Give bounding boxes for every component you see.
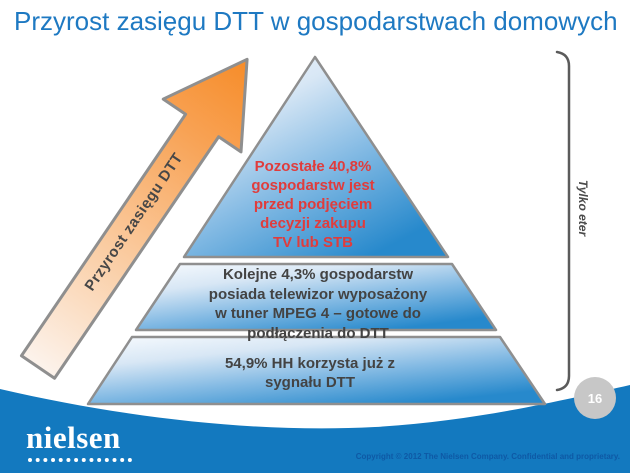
text-line: sygnału DTT bbox=[264, 374, 355, 391]
page-number: 16 bbox=[587, 390, 603, 406]
page-number-badge: 16 bbox=[574, 377, 616, 419]
text-line: w tuner MPEG 4 – gotowe do bbox=[215, 305, 421, 322]
text-line: decyzji zakupu bbox=[260, 215, 366, 232]
text-line: Pozostałe 40,8% bbox=[254, 158, 372, 175]
text-line: Kolejne 4,3% gospodarstw bbox=[222, 266, 414, 283]
pyramid-level-bottom-text: 54,9% HH korzysta już z sygnału DTT bbox=[160, 354, 460, 392]
text-line: podłączenia do DTT bbox=[247, 324, 389, 342]
text-line: przed podjęciem bbox=[253, 196, 373, 213]
growth-arrow-shape bbox=[19, 57, 249, 380]
text-line: TV lub STB bbox=[273, 234, 353, 251]
pyramid-level-middle-text: Kolejne 4,3% gospodarstw posiada telewiz… bbox=[146, 265, 490, 343]
text-line: 54,9% HH korzysta już z bbox=[224, 355, 396, 372]
bracket-label: Tylko eter bbox=[576, 179, 590, 237]
nielsen-logo: nielsen bbox=[26, 420, 121, 455]
footer-wave bbox=[0, 385, 630, 473]
copyright-text: Copyright © 2012 The Nielsen Company. Co… bbox=[355, 452, 620, 461]
pyramid-level-top-shape bbox=[182, 55, 450, 259]
pyramid-level-bottom-shape bbox=[86, 335, 547, 406]
text-line: gospodarstw jest bbox=[251, 177, 375, 194]
text-line: posiada telewizor wyposażony bbox=[208, 285, 428, 303]
slide-title: Przyrost zasięgu DTT w gospodarstwach do… bbox=[14, 6, 618, 36]
pyramid-level-middle-shape bbox=[134, 262, 498, 332]
bracket-shape bbox=[555, 50, 571, 392]
logo-dotted-underline bbox=[28, 458, 132, 462]
pyramid-level-top-text: Pozostałe 40,8% gospodarstw jest przed p… bbox=[193, 157, 433, 252]
